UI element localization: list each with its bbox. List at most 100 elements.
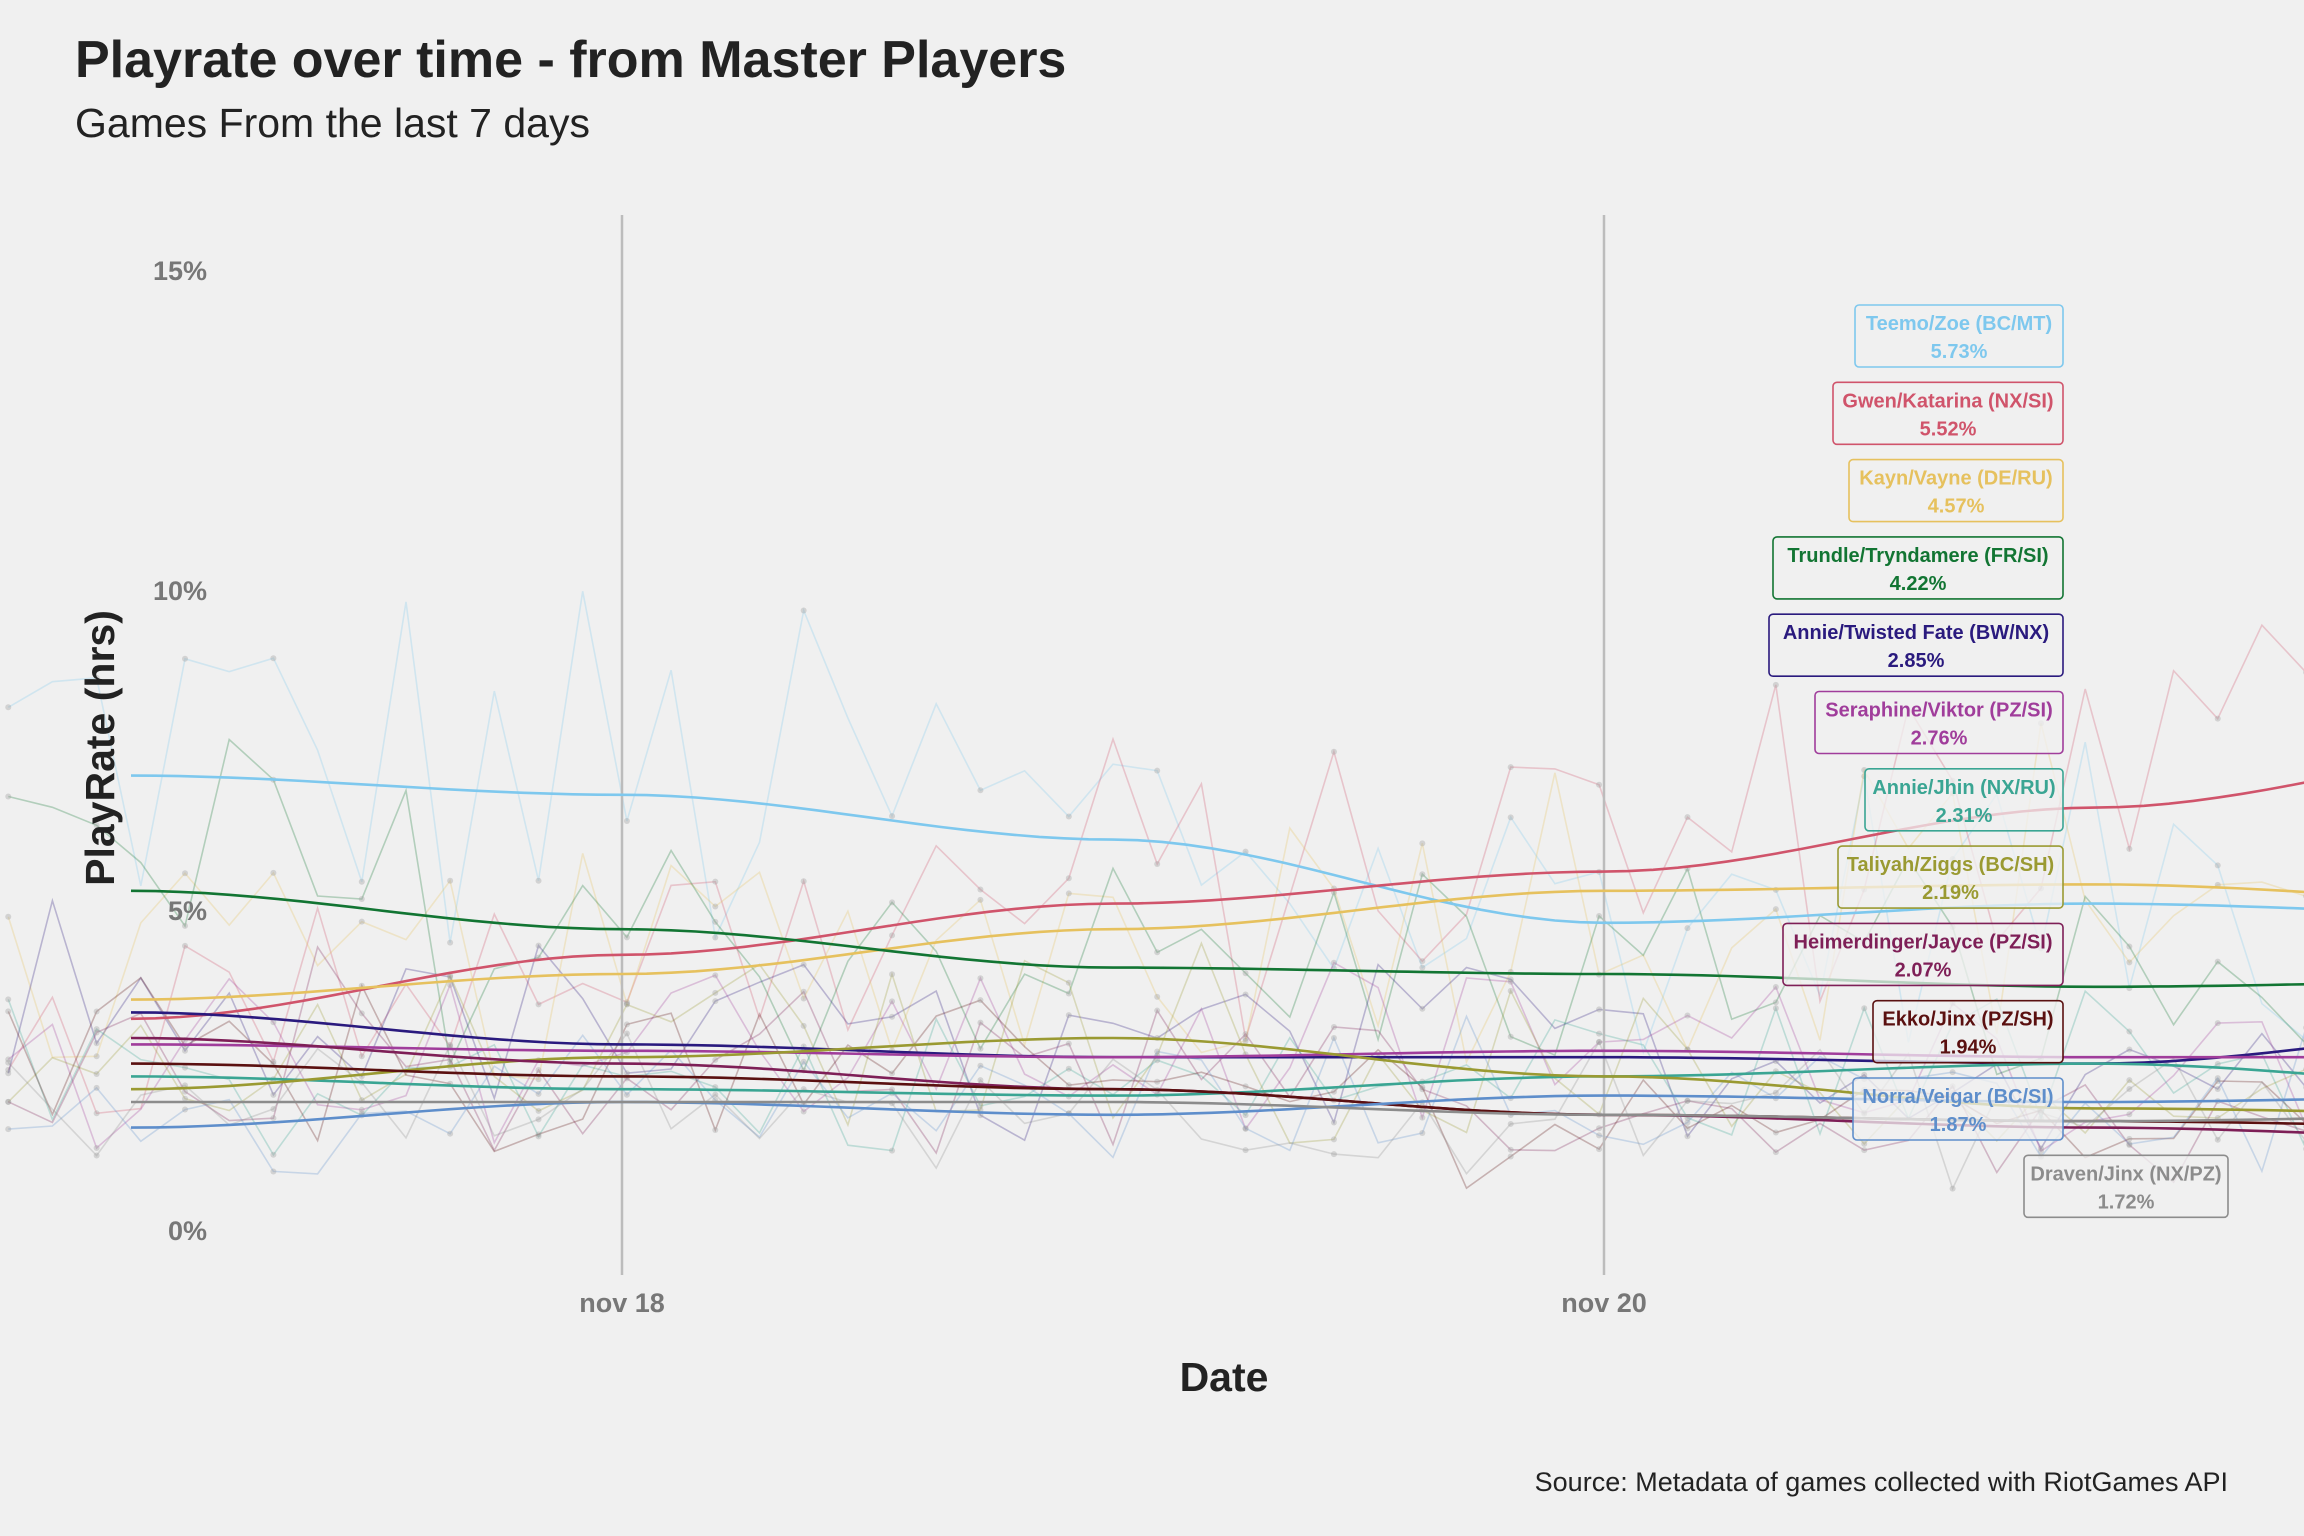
noise-point <box>712 934 719 941</box>
noise-point <box>535 1076 542 1083</box>
noise-point <box>889 1086 896 1093</box>
noise-point <box>182 922 189 929</box>
chart-subtitle: Games From the last 7 days <box>75 100 590 146</box>
series-value-label: 2.07% <box>1895 959 1952 981</box>
y-tick-label: 5% <box>168 896 207 926</box>
noise-line-0 <box>7 591 2304 1055</box>
noise-point <box>1419 871 1426 878</box>
noise-point <box>1330 959 1337 966</box>
noise-point <box>5 793 12 800</box>
noise-point <box>712 1126 719 1133</box>
label-box <box>1852 1077 2064 1141</box>
y-tick-label: 15% <box>153 256 207 286</box>
label-box <box>1837 845 2064 909</box>
label-box <box>1864 767 2064 832</box>
noise-point <box>270 1168 277 1175</box>
noise-point <box>1065 890 1072 897</box>
noise-point <box>1596 1125 1603 1132</box>
noise-point <box>623 934 630 941</box>
noise-point <box>977 1045 984 1052</box>
noise-point <box>889 1013 896 1020</box>
noise-point <box>447 974 454 981</box>
noise-point <box>93 674 100 681</box>
noise-line-7 <box>7 941 2304 1146</box>
noise-point <box>182 1106 189 1113</box>
noise-point <box>2126 943 2133 950</box>
noise-point <box>2126 1085 2133 1092</box>
noise-point <box>1596 1039 1603 1046</box>
noise-point <box>1154 861 1161 868</box>
noise-point <box>1772 983 1779 990</box>
x-tick-label: nov 20 <box>1561 1288 1647 1318</box>
noise-point <box>1419 964 1426 971</box>
noise-point <box>2214 1020 2221 1027</box>
noise-point <box>5 1098 12 1105</box>
noise-point <box>623 1091 630 1098</box>
label-box <box>1848 458 2064 523</box>
noise-point <box>535 1133 542 1140</box>
noise-point <box>2037 1145 2044 1152</box>
noise-point <box>358 918 365 925</box>
noise-point <box>1154 1057 1161 1064</box>
label-box <box>1872 999 2064 1064</box>
noise-point <box>1861 1147 1868 1154</box>
noise-point <box>1154 993 1161 1000</box>
label-box <box>1768 613 2064 678</box>
noise-point <box>447 1041 454 1048</box>
noise-point <box>977 1062 984 1069</box>
noise-point <box>977 787 984 794</box>
series-name-label: Draven/Jinx (NX/PZ) <box>2030 1163 2221 1185</box>
noise-point <box>5 1066 12 1073</box>
series-name-label: Heimerdinger/Jayce (PZ/SI) <box>1794 931 2053 953</box>
series-label-11: Draven/Jinx (NX/PZ) 1.72% <box>2023 1154 2229 1219</box>
noise-point <box>1772 906 1779 913</box>
trend-line-5 <box>131 1043 2304 1059</box>
noise-point <box>800 1022 807 1029</box>
series-value-label: 2.76% <box>1911 728 1968 750</box>
noise-point <box>1507 1153 1514 1160</box>
noise-point <box>182 1095 189 1102</box>
noise-point <box>2214 1075 2221 1082</box>
noise-point <box>182 655 189 662</box>
noise-point <box>1684 1119 1691 1126</box>
noise-point <box>535 1066 542 1073</box>
trend-line-11 <box>131 1100 2304 1123</box>
noise-point <box>712 1091 719 1098</box>
noise-point <box>93 1145 100 1152</box>
noise-point <box>1596 1038 1603 1045</box>
noise-point <box>800 607 807 614</box>
trend-line-3 <box>130 889 2304 989</box>
noise-point <box>5 996 12 1003</box>
noise-point <box>977 1102 984 1109</box>
noise-point <box>358 1010 365 1017</box>
noise-point <box>1507 978 1514 985</box>
noise-point <box>1330 1024 1337 1031</box>
noise-point <box>2214 1078 2221 1085</box>
noise-point <box>535 1090 542 1097</box>
series-name-label: Annie/Jhin (NX/RU) <box>1872 777 2055 799</box>
noise-point <box>977 896 984 903</box>
noise-point <box>1242 1112 1249 1119</box>
noise-point <box>93 1026 100 1033</box>
noise-point <box>182 870 189 877</box>
noise-point <box>1507 764 1514 771</box>
noise-point <box>1065 979 1072 986</box>
noise-point <box>1330 1119 1337 1126</box>
noise-point <box>1861 1140 1868 1147</box>
noise-point <box>182 1088 189 1095</box>
noise-point <box>2214 958 2221 965</box>
noise-point <box>1330 1136 1337 1143</box>
noise-point <box>889 813 896 820</box>
series-name-label: Seraphine/Viktor (PZ/SI) <box>1825 700 2052 722</box>
noise-point <box>2126 1046 2133 1053</box>
noise-point <box>93 1053 100 1060</box>
noise-point <box>5 913 12 920</box>
series-name-label: Ekko/Jinx (PZ/SH) <box>1882 1009 2053 1031</box>
noise-point <box>1242 1125 1249 1132</box>
noise-point <box>1507 987 1514 994</box>
noise-line-11 <box>7 1032 2304 1191</box>
series-label-8: Heimerdinger/Jayce (PZ/SI) 2.07% <box>1782 922 2064 987</box>
series-value-label: 1.87% <box>1930 1114 1987 1136</box>
series-value-label: 4.57% <box>1928 496 1985 518</box>
noise-point <box>447 981 454 988</box>
